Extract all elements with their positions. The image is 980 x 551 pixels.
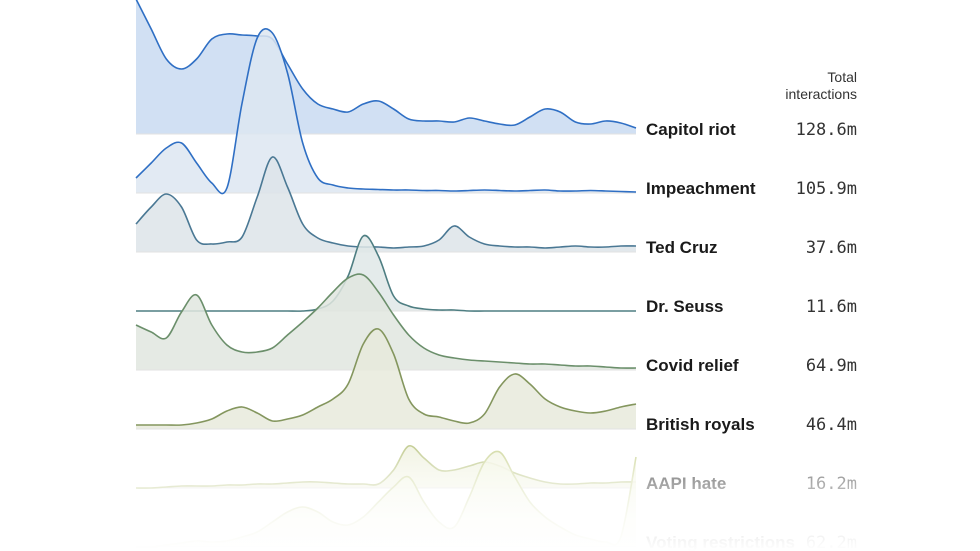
ridge-ted-cruz — [135, 156, 637, 253]
ridge-aapi-hate — [135, 444, 637, 489]
series-total-ted-cruz: 37.6m — [806, 238, 857, 258]
label-layer: Capitol riot 128.6m Impeachment 105.9m Ted C… — [646, 120, 857, 551]
series-label-covid-relief: Covid relief — [646, 356, 739, 375]
series-total-capitol-riot: 128.6m — [796, 120, 857, 140]
series-label-ted-cruz: Ted Cruz — [646, 238, 717, 257]
total-interactions-header-line1: Total — [827, 69, 857, 85]
series-label-capitol-riot: Capitol riot — [646, 120, 736, 139]
ridge-area-ted-cruz — [136, 156, 636, 252]
series-label-british-royals: British royals — [646, 415, 755, 434]
series-total-dr-seuss: 11.6m — [806, 297, 857, 317]
series-total-british-royals: 46.4m — [806, 415, 857, 435]
series-total-aapi-hate: 16.2m — [806, 474, 857, 494]
ridge-line-ted-cruz — [135, 156, 637, 249]
ridge-capitol-riot — [135, 0, 637, 135]
ridge-area-voting-restrictions — [136, 451, 636, 548]
series-label-voting-restrictions: Voting restrictions — [646, 533, 795, 551]
series-label-aapi-hate: AAPI hate — [646, 474, 726, 493]
series-total-voting-restrictions: 62.2m — [806, 533, 857, 551]
ridge-layer — [135, 0, 637, 548]
series-total-impeachment: 105.9m — [796, 179, 857, 199]
series-label-impeachment: Impeachment — [646, 179, 756, 198]
ridge-voting-restrictions — [135, 450, 637, 548]
series-label-dr-seuss: Dr. Seuss — [646, 297, 724, 316]
series-total-covid-relief: 64.9m — [806, 356, 857, 376]
total-interactions-header-line2: interactions — [785, 86, 857, 102]
ridge-area-capitol-riot — [136, 0, 636, 134]
ridge-area-aapi-hate — [136, 445, 636, 489]
